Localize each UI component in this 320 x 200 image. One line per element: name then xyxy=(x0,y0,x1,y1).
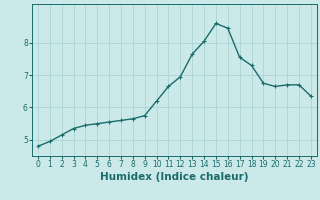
X-axis label: Humidex (Indice chaleur): Humidex (Indice chaleur) xyxy=(100,172,249,182)
